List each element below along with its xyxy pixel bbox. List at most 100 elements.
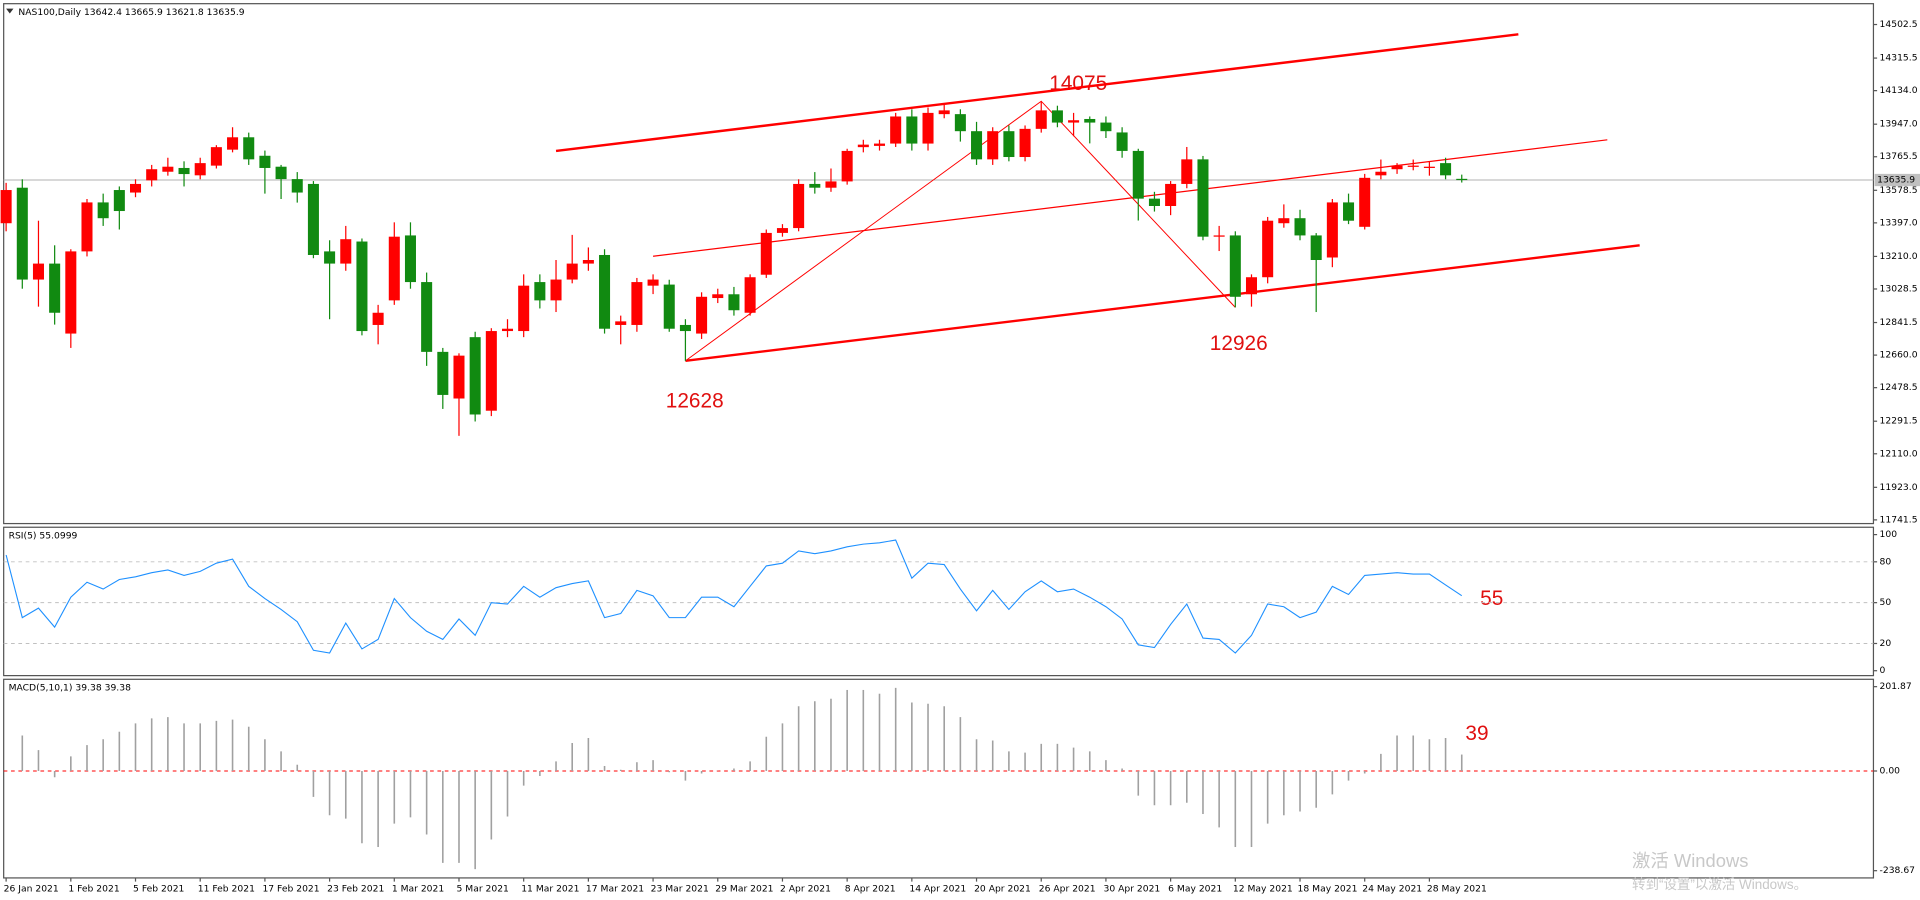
candle-body bbox=[1375, 171, 1387, 176]
candle-body bbox=[1343, 202, 1355, 221]
trend-line bbox=[685, 100, 1236, 362]
x-tick-label: 11 Feb 2021 bbox=[198, 883, 255, 894]
candle-body bbox=[49, 263, 61, 313]
x-tick-label: 1 Feb 2021 bbox=[68, 883, 119, 894]
candle-body bbox=[534, 282, 546, 301]
x-tick-label: 12 May 2021 bbox=[1233, 883, 1293, 894]
candle-body bbox=[324, 251, 336, 264]
y-tick-label: 12110.0 bbox=[1880, 448, 1918, 459]
candle-body bbox=[938, 110, 950, 115]
candle-body bbox=[1359, 177, 1371, 227]
candle-body bbox=[825, 181, 837, 188]
y-tick-label: 0.00 bbox=[1880, 765, 1901, 776]
candle-body bbox=[857, 144, 869, 148]
y-tick-label: 0 bbox=[1880, 665, 1886, 676]
candle-body bbox=[469, 337, 481, 415]
y-tick-label: 20 bbox=[1880, 638, 1892, 649]
candle-body bbox=[1051, 110, 1063, 123]
candle-body bbox=[0, 190, 12, 224]
x-tick-label: 26 Jan 2021 bbox=[4, 883, 59, 894]
candle-body bbox=[550, 279, 562, 301]
x-tick-label: 6 May 2021 bbox=[1168, 883, 1222, 894]
main-panel-frame bbox=[3, 3, 1875, 525]
candle-body bbox=[307, 183, 319, 255]
trend-line bbox=[555, 33, 1519, 153]
macd-panel-frame bbox=[3, 678, 1875, 879]
candle-body bbox=[1116, 132, 1128, 151]
last-price-box bbox=[1874, 173, 1920, 187]
candle-body bbox=[1035, 110, 1047, 129]
candle-body bbox=[1229, 235, 1241, 297]
candle-body bbox=[566, 263, 578, 280]
annotation: 12926 bbox=[1210, 332, 1268, 355]
candle-body bbox=[340, 239, 352, 264]
candle-body bbox=[210, 147, 222, 166]
candle-body bbox=[1391, 165, 1403, 170]
candle-body bbox=[987, 131, 999, 160]
candle-body bbox=[501, 328, 514, 332]
candle-body bbox=[663, 284, 675, 329]
x-tick-label: 18 May 2021 bbox=[1298, 883, 1358, 894]
candle-body bbox=[1068, 120, 1080, 123]
candle-body bbox=[421, 282, 433, 352]
candle-body bbox=[485, 331, 497, 411]
y-tick-label: 13397.0 bbox=[1880, 217, 1918, 228]
candle-body bbox=[388, 236, 400, 301]
x-tick-label: 29 Mar 2021 bbox=[715, 883, 773, 894]
annotation: 12628 bbox=[666, 390, 724, 413]
y-tick-label: -238.67 bbox=[1880, 865, 1916, 876]
y-tick-label: 13947.0 bbox=[1880, 119, 1918, 130]
candle-body bbox=[356, 241, 368, 332]
x-tick-label: 23 Feb 2021 bbox=[327, 883, 384, 894]
candle-body bbox=[744, 277, 756, 313]
x-tick-label: 30 Apr 2021 bbox=[1103, 883, 1160, 894]
y-tick-label: 13210.0 bbox=[1880, 251, 1918, 262]
trend-line bbox=[685, 244, 1640, 363]
y-tick-label: 14502.5 bbox=[1880, 19, 1918, 30]
candle-body bbox=[162, 166, 174, 172]
x-tick-label: 14 Apr 2021 bbox=[909, 883, 966, 894]
watermark-title: 激活 Windows bbox=[1632, 850, 1748, 871]
candle-body bbox=[776, 228, 788, 233]
candle-body bbox=[372, 312, 384, 325]
y-tick-label: 100 bbox=[1880, 529, 1898, 540]
candle-body bbox=[1423, 166, 1435, 168]
x-tick-label: 11 Mar 2021 bbox=[521, 883, 579, 894]
candle-body bbox=[906, 116, 918, 144]
candle-body bbox=[599, 254, 611, 329]
x-tick-label: 24 May 2021 bbox=[1362, 883, 1422, 894]
x-tick-label: 5 Mar 2021 bbox=[457, 883, 509, 894]
candle-body bbox=[841, 150, 853, 182]
candle-body bbox=[1326, 202, 1338, 258]
candle-body bbox=[1165, 183, 1177, 207]
annotation: 55 bbox=[1480, 587, 1503, 610]
y-tick-label: 11923.0 bbox=[1880, 482, 1918, 493]
y-tick-label: 12660.0 bbox=[1880, 350, 1918, 361]
candle-body bbox=[760, 232, 772, 275]
candle-body bbox=[518, 285, 530, 332]
candle-body bbox=[130, 183, 142, 193]
candle-body bbox=[809, 183, 821, 188]
candle-body bbox=[728, 294, 740, 311]
candle-body bbox=[1197, 159, 1209, 237]
candle-body bbox=[1440, 163, 1452, 176]
rsi-panel-frame bbox=[3, 526, 1875, 677]
candle-body bbox=[404, 235, 416, 283]
rsi-title: RSI(5) 55.0999 bbox=[9, 530, 78, 541]
y-tick-label: 14134.0 bbox=[1880, 85, 1918, 96]
y-tick-label: 11741.5 bbox=[1880, 514, 1918, 525]
candle-body bbox=[1245, 277, 1258, 295]
x-tick-label: 5 Feb 2021 bbox=[133, 883, 184, 894]
candle-body bbox=[615, 321, 627, 325]
macd-title: MACD(5,10,1) 39.38 39.38 bbox=[9, 682, 131, 693]
x-tick-label: 1 Mar 2021 bbox=[392, 883, 444, 894]
annotation: 14075 bbox=[1049, 72, 1107, 95]
trend-line bbox=[652, 139, 1608, 257]
collapse-icon[interactable] bbox=[6, 8, 14, 14]
candle-body bbox=[453, 355, 465, 399]
watermark-subtitle: 转到“设置”以激活 Windows。 bbox=[1632, 877, 1807, 892]
candle-body bbox=[81, 202, 93, 252]
candle-body bbox=[712, 294, 724, 299]
candle-body bbox=[227, 137, 239, 150]
